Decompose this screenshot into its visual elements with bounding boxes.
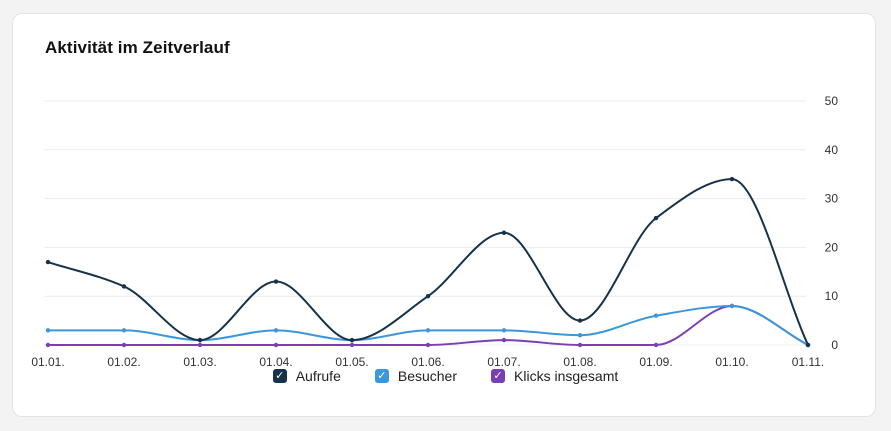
data-point-besucher[interactable] xyxy=(425,328,431,333)
data-point-besucher[interactable] xyxy=(121,328,127,333)
x-tick-label: 01.10. xyxy=(715,355,748,369)
chart-legend: ✓ Aufrufe ✓ Besucher ✓ Klicks insgesamt xyxy=(0,368,891,384)
data-point-besucher[interactable] xyxy=(653,313,659,318)
data-point-klicks[interactable] xyxy=(197,342,203,348)
data-point-aufrufe[interactable] xyxy=(805,342,811,348)
x-tick-label: 01.01. xyxy=(31,355,64,369)
y-axis-ticks: 0 10 20 30 40 50 xyxy=(825,94,839,352)
data-point-klicks[interactable] xyxy=(425,342,431,348)
data-point-besucher[interactable] xyxy=(273,328,279,333)
legend-item-besucher[interactable]: ✓ Besucher xyxy=(374,368,458,384)
chart-card: Aktivität im Zeitverlauf xyxy=(12,13,876,417)
x-tick-label: 01.07. xyxy=(487,355,520,369)
data-point-besucher[interactable] xyxy=(729,303,735,309)
data-point-aufrufe[interactable] xyxy=(349,337,355,343)
x-tick-label: 01.06. xyxy=(411,355,444,369)
data-point-klicks[interactable] xyxy=(501,337,507,343)
check-icon[interactable]: ✓ xyxy=(491,369,506,383)
data-point-aufrufe[interactable] xyxy=(273,279,279,284)
series-lines xyxy=(45,176,811,348)
data-point-klicks[interactable] xyxy=(577,342,583,348)
legend-label-aufrufe: Aufrufe xyxy=(295,368,341,384)
data-point-aufrufe[interactable] xyxy=(425,294,431,299)
x-tick-label: 01.09. xyxy=(639,355,672,369)
x-tick-label: 01.03. xyxy=(183,355,216,369)
grid-lines xyxy=(44,100,806,346)
data-point-besucher[interactable] xyxy=(577,333,583,338)
data-point-aufrufe[interactable] xyxy=(45,259,51,265)
y-tick-label: 50 xyxy=(825,94,839,108)
x-tick-label: 01.04. xyxy=(259,355,292,369)
data-point-aufrufe[interactable] xyxy=(577,318,583,323)
y-tick-label: 40 xyxy=(825,143,839,157)
legend-item-klicks[interactable]: ✓ Klicks insgesamt xyxy=(491,368,618,384)
data-point-aufrufe[interactable] xyxy=(121,284,127,289)
data-point-klicks[interactable] xyxy=(121,342,127,348)
x-tick-label: 01.05. xyxy=(335,355,368,369)
data-point-klicks[interactable] xyxy=(273,342,279,348)
data-point-aufrufe[interactable] xyxy=(501,230,507,235)
data-point-besucher[interactable] xyxy=(45,328,51,333)
legend-label-klicks: Klicks insgesamt xyxy=(514,368,619,384)
data-point-besucher[interactable] xyxy=(501,328,507,333)
data-point-klicks[interactable] xyxy=(349,342,355,348)
series-line-klicks xyxy=(47,304,809,347)
x-tick-label: 01.11. xyxy=(792,355,824,369)
check-icon[interactable]: ✓ xyxy=(272,369,287,383)
legend-label-besucher: Besucher xyxy=(397,368,458,384)
y-tick-label: 0 xyxy=(831,338,838,352)
x-tick-label: 01.08. xyxy=(563,355,596,369)
data-point-aufrufe[interactable] xyxy=(653,215,659,221)
y-tick-label: 20 xyxy=(825,240,839,254)
x-axis-ticks: 01.01. 01.02. 01.03. 01.04. 01.05. 01.06. 01.0… xyxy=(31,355,824,369)
check-icon[interactable]: ✓ xyxy=(374,369,389,383)
legend-item-aufrufe[interactable]: ✓ Aufrufe xyxy=(272,368,341,384)
x-tick-label: 01.02. xyxy=(107,355,140,369)
series-line-aufrufe xyxy=(47,178,809,346)
y-tick-label: 30 xyxy=(825,192,839,206)
y-tick-label: 10 xyxy=(825,289,839,303)
data-point-klicks[interactable] xyxy=(45,342,51,348)
data-point-aufrufe[interactable] xyxy=(197,337,203,343)
data-point-klicks[interactable] xyxy=(653,342,659,348)
chart-title: Aktivität im Zeitverlauf xyxy=(45,38,230,57)
data-point-aufrufe[interactable] xyxy=(729,176,735,182)
